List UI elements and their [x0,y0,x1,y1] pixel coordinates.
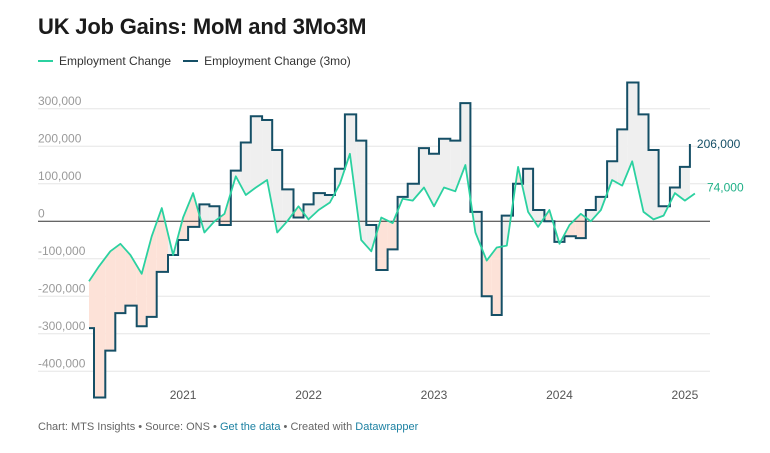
range-fill-segment [209,206,220,227]
range-fill-segment [240,142,251,195]
range-fill-segment [439,138,451,197]
range-fill-segment [481,248,492,297]
y-tick-label: 0 [38,206,45,220]
footer-middle: • Created with [280,421,356,433]
range-fill-segment [250,116,263,192]
range-fill-segment [397,196,408,211]
x-tick-label: 2022 [295,388,322,402]
range-fill-segment [282,189,294,227]
x-tick-label: 2023 [421,388,448,402]
series-line-mom [88,152,696,282]
x-tick-label: 2024 [546,388,573,402]
range-fill-segment [272,150,283,233]
range-fill-segment [418,148,429,197]
legend: Employment Change Employment Change (3mo… [38,54,363,68]
range-fill-segment [293,206,304,218]
range-fill-segment [230,170,241,193]
range-fill-segment [491,246,502,315]
x-tick-label: 2025 [672,388,699,402]
range-fill-segment [575,213,586,239]
legend-swatch-mom [38,60,53,62]
range-fill-segment [407,183,419,201]
range-fill-segment [115,243,126,314]
footer: Chart: MTS Insights • Source: ONS • Get … [38,421,418,433]
range-fill-segment [617,129,628,186]
range-fill-segment [627,82,639,190]
x-tick-label: 2021 [170,388,197,402]
range-fill-segment [199,204,210,233]
end-label-3mo: 206,000 [697,137,741,151]
range-fill-segment [262,120,273,207]
range-fill-segment [168,234,179,255]
range-fill-segment [366,225,377,252]
y-tick-label: 100,000 [38,169,82,183]
range-fill-segment [188,195,200,227]
range-fill-segment [523,168,534,220]
range-fill-segment [679,166,690,201]
range-fill-segment [638,114,649,216]
legend-item-mom: Employment Change [38,54,171,68]
legend-item-3mo: Employment Change (3mo) [183,54,351,68]
range-fill-segment [564,218,576,237]
get-data-link[interactable]: Get the data [219,421,281,433]
range-fill-segment [356,140,367,246]
end-label-mom: 74,000 [707,181,744,195]
range-fill-segment [501,201,514,247]
range-fill-segment [125,249,137,306]
range-fill-segment [470,198,482,249]
datawrapper-link[interactable]: Datawrapper [355,421,419,433]
chart-title: UK Job Gains: MoM and 3Mo3M [38,14,367,39]
range-fill-segment [460,103,471,199]
range-fill-segment [105,247,116,351]
range-fill-segment [376,217,388,270]
range-fill-segment [89,273,95,329]
range-fill-segment [450,140,461,192]
range-fill-segment [219,192,231,225]
range-fill-segment [94,257,106,398]
legend-label-mom: Employment Change [59,54,172,68]
range-fill-segment [136,255,147,327]
range-fill-segment [387,210,398,250]
legend-swatch-3mo [183,60,199,62]
y-tick-label: 200,000 [38,131,82,145]
y-tick-label: -400,000 [38,356,86,370]
series-line-3mo [89,81,691,399]
range-fill-segment [533,210,545,226]
y-tick-label: 300,000 [38,94,82,108]
range-fill-segment [428,153,440,207]
range-fill-segment [669,187,680,204]
y-tick-label: -100,000 [38,244,86,258]
range-fill-segment [648,150,659,220]
range-fill-segment [313,193,325,215]
y-tick-label: -200,000 [38,281,86,295]
range-fill-segment [178,205,189,240]
legend-label-3mo: Employment Change (3mo) [204,54,351,68]
y-tick-label: -300,000 [38,319,86,333]
footer-source: Chart: MTS Insights • Source: ONS • [38,421,220,433]
